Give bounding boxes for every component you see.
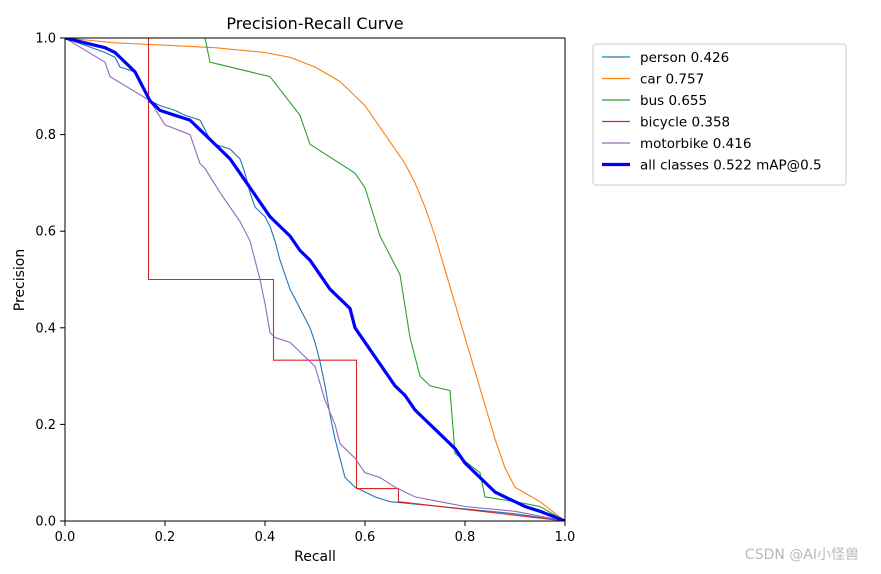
x-axis-label: Recall xyxy=(294,549,336,565)
series-line-4 xyxy=(65,38,565,521)
chart-title: Precision-Recall Curve xyxy=(226,14,403,33)
legend: person 0.426 car 0.757 bus 0.655 bicycle 0.… xyxy=(592,43,847,186)
series-line-2 xyxy=(65,38,565,521)
y-tick-label: 0.2 xyxy=(35,418,56,433)
series-line-3 xyxy=(65,38,565,521)
series-line-0 xyxy=(65,38,565,521)
series-line-5 xyxy=(65,38,565,521)
axes: 0.0 0.2 0.4 0.6 0.8 1.0 0.0 0.2 0.4 0.6 0.8 1.0 xyxy=(35,32,575,546)
y-tick-label: 0.0 xyxy=(35,515,56,530)
watermark-text: CSDN @AI小怪兽 xyxy=(744,547,859,563)
y-tick-label: 0.6 xyxy=(35,225,56,240)
x-tick-label: 0.6 xyxy=(355,530,376,545)
legend-label: person 0.426 xyxy=(640,50,729,66)
legend-label: motorbike 0.416 xyxy=(640,136,751,152)
series-line-1 xyxy=(65,38,565,521)
legend-label: car 0.757 xyxy=(640,72,704,88)
x-tick-label: 1.0 xyxy=(555,530,576,545)
y-axis-label: Precision xyxy=(12,249,28,311)
x-tick-label: 0.0 xyxy=(55,530,76,545)
y-tick-label: 0.4 xyxy=(35,321,56,336)
legend-label: bicycle 0.358 xyxy=(640,115,730,131)
x-tick-label: 0.4 xyxy=(255,530,276,545)
legend-box xyxy=(592,43,847,186)
x-tick-label: 0.2 xyxy=(155,530,176,545)
y-tick-label: 1.0 xyxy=(35,32,56,47)
y-tick-label: 0.8 xyxy=(35,128,56,143)
legend-label: all classes 0.522 mAP@0.5 xyxy=(640,158,822,174)
plot-frame xyxy=(64,37,566,522)
plot-area xyxy=(65,38,565,521)
x-tick-label: 0.8 xyxy=(455,530,476,545)
legend-label: bus 0.655 xyxy=(640,93,707,109)
